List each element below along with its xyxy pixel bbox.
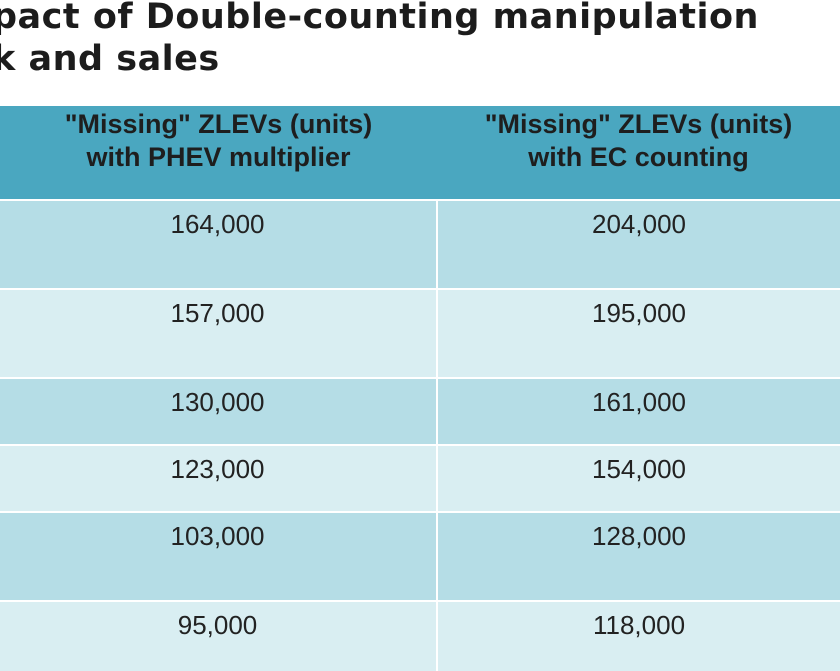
table-cell-ec: 195,000 xyxy=(436,289,840,378)
table-header-row: "Missing" ZLEVs (units) with PHEV multip… xyxy=(0,106,840,201)
table-row: 95,000 118,000 xyxy=(0,601,840,671)
table-cell-phev: 103,000 xyxy=(0,512,437,601)
table-cell-phev: 157,000 xyxy=(0,289,437,378)
table-row: 103,000 128,000 xyxy=(0,512,840,601)
column-header-ec-counting: "Missing" ZLEVs (units) with EC counting xyxy=(437,106,840,201)
table-body: 164,000 204,000 157,000 195,000 130,000 … xyxy=(0,200,840,671)
slide-title-line-1: pact of Double-counting manipulation xyxy=(0,0,759,37)
column-header-line: "Missing" ZLEVs (units) xyxy=(484,109,793,139)
table-row: 123,000 154,000 xyxy=(0,445,840,512)
slide-title: pact of Double-counting manipulation k a… xyxy=(0,0,840,80)
table-cell-ec: 128,000 xyxy=(436,512,840,601)
column-header-line: "Missing" ZLEVs (units) xyxy=(64,109,373,139)
column-header-line: with PHEV multiplier xyxy=(86,142,351,172)
table-cell-ec: 204,000 xyxy=(436,200,840,289)
table-row: 164,000 204,000 xyxy=(0,200,840,289)
table-cell-ec: 154,000 xyxy=(436,445,840,512)
data-table: "Missing" ZLEVs (units) with PHEV multip… xyxy=(0,106,840,671)
table-cell-phev: 123,000 xyxy=(0,445,437,512)
column-header-phev-multiplier: "Missing" ZLEVs (units) with PHEV multip… xyxy=(0,106,437,201)
column-header-line: with EC counting xyxy=(528,142,749,172)
table-cell-phev: 164,000 xyxy=(0,200,437,289)
table-cell-phev: 95,000 xyxy=(0,601,437,671)
table-header: "Missing" ZLEVs (units) with PHEV multip… xyxy=(0,106,840,201)
table-row: 157,000 195,000 xyxy=(0,289,840,378)
table-cell-phev: 130,000 xyxy=(0,378,437,445)
table-row: 130,000 161,000 xyxy=(0,378,840,445)
slide-title-line-2: k and sales xyxy=(0,39,220,79)
table-cell-ec: 118,000 xyxy=(436,601,840,671)
data-table-container: "Missing" ZLEVs (units) with PHEV multip… xyxy=(0,106,840,671)
table-cell-ec: 161,000 xyxy=(436,378,840,445)
